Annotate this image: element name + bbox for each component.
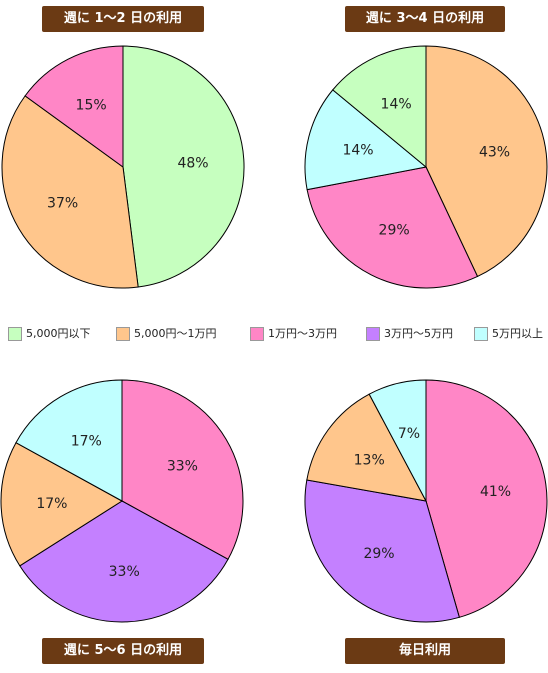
pie-slice <box>121 379 244 560</box>
chart-title-3: 週に 5〜6 日の利用 <box>42 638 204 664</box>
pie-slice <box>304 479 460 623</box>
pie-slice <box>0 442 123 567</box>
legend-item: 3万円〜5万円 <box>366 326 453 342</box>
legend-label: 5万円以上 <box>492 327 543 340</box>
legend-item: 5,000円〜1万円 <box>116 326 217 342</box>
slice-label: 43% <box>479 145 510 161</box>
slice-label: 14% <box>381 97 412 113</box>
legend-swatch <box>474 327 488 341</box>
pie-slice <box>19 500 229 623</box>
pie-slice <box>425 379 548 618</box>
pie-slice <box>306 166 479 289</box>
legend-item: 5万円以上 <box>474 326 543 342</box>
legend-label: 3万円〜5万円 <box>384 327 453 340</box>
legend-label: 1万円〜3万円 <box>268 327 337 340</box>
legend-item: 5,000円以下 <box>8 326 91 342</box>
slice-label: 41% <box>480 484 511 500</box>
chart-title-2: 週に 3〜4 日の利用 <box>345 6 505 32</box>
pie-slice <box>425 45 548 278</box>
pie-slice <box>304 89 428 191</box>
pie-slice <box>306 393 427 502</box>
slice-label: 29% <box>363 546 394 562</box>
slice-label: 14% <box>342 143 373 159</box>
slice-label: 15% <box>76 98 107 114</box>
pie-slice <box>15 379 123 502</box>
pie-slice <box>24 45 124 168</box>
legend: 5,000円以下 5,000円〜1万円 1万円〜3万円 3万円〜5万円 5万円以上 <box>8 322 548 346</box>
slice-label: 7% <box>398 426 420 442</box>
pie-slice <box>368 379 427 502</box>
slice-label: 17% <box>36 496 67 512</box>
pie-slice <box>332 45 427 169</box>
legend-swatch <box>8 327 22 341</box>
slice-label: 29% <box>379 223 410 239</box>
legend-swatch <box>250 327 264 341</box>
chart-title-4: 毎日利用 <box>345 638 505 664</box>
slice-label: 37% <box>47 196 78 212</box>
pie-slice <box>122 45 245 288</box>
legend-label: 5,000円以下 <box>26 327 91 340</box>
slice-label: 33% <box>167 458 198 474</box>
slice-label: 48% <box>177 156 208 172</box>
legend-item: 1万円〜3万円 <box>250 326 337 342</box>
legend-swatch <box>366 327 380 341</box>
slice-label: 13% <box>354 453 385 469</box>
legend-swatch <box>116 327 130 341</box>
chart-title-1: 週に 1〜2 日の利用 <box>42 6 204 32</box>
slice-label: 17% <box>71 434 102 450</box>
legend-label: 5,000円〜1万円 <box>134 327 217 340</box>
pie-slice <box>1 95 139 289</box>
slice-label: 33% <box>109 564 140 580</box>
